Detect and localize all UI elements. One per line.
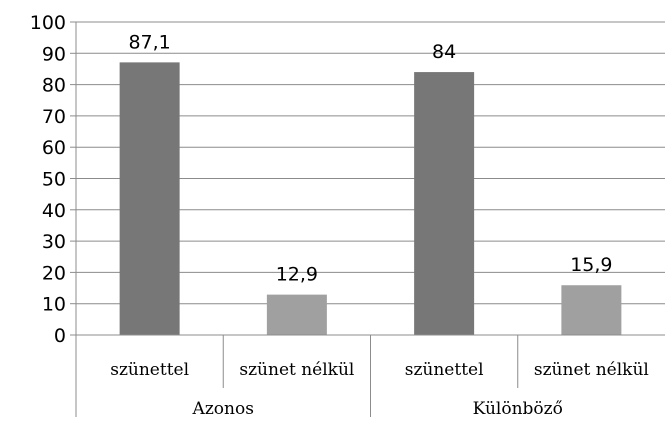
y-tick-label: 70	[42, 106, 66, 128]
y-tick-label: 60	[42, 137, 66, 159]
y-tick-label: 90	[42, 43, 66, 65]
data-label: 15,9	[570, 254, 612, 276]
bar	[414, 72, 475, 335]
y-tick-label: 50	[42, 169, 66, 191]
category-label: szünettel	[405, 360, 484, 380]
y-tick-label: 20	[42, 262, 66, 284]
data-label: 12,9	[276, 264, 318, 286]
group-label: Különböző	[473, 399, 563, 419]
y-tick-label: 100	[30, 12, 66, 34]
category-label: szünettel	[110, 360, 189, 380]
data-label: 84	[432, 41, 456, 63]
bar	[119, 62, 180, 335]
y-tick-label: 0	[54, 325, 66, 347]
y-tick-label: 10	[42, 294, 66, 316]
bar	[561, 285, 622, 335]
y-tick-label: 40	[42, 200, 66, 222]
y-tick-label: 80	[42, 75, 66, 97]
category-label: szünet nélkül	[239, 360, 354, 380]
y-tick-label: 30	[42, 231, 66, 253]
category-label: szünet nélkül	[534, 360, 649, 380]
data-label: 87,1	[128, 31, 170, 53]
bar	[266, 294, 327, 335]
group-label: Azonos	[192, 399, 254, 419]
